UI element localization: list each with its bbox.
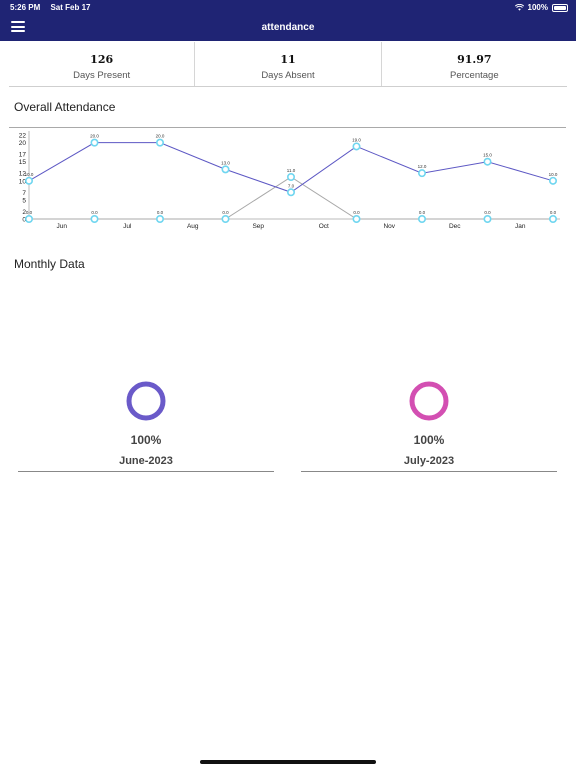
x-tick-label: Nov — [383, 223, 395, 230]
x-tick-label: Jul — [123, 223, 132, 230]
donut-chart-july — [409, 381, 449, 421]
overall-attendance-heading: Overall Attendance — [14, 100, 116, 114]
data-point — [548, 215, 557, 224]
data-point — [483, 157, 492, 166]
data-point — [90, 215, 99, 224]
data-label: 11.0 — [287, 168, 296, 173]
data-label: 0.0 — [157, 210, 164, 215]
y-tick-label: 22 — [19, 133, 27, 140]
data-point — [352, 142, 361, 151]
data-label: 0.0 — [353, 210, 360, 215]
y-tick-label: 0 — [22, 217, 26, 224]
data-point — [548, 176, 557, 185]
stat-value: 126 — [90, 53, 114, 66]
data-label: 0.0 — [484, 210, 491, 215]
stat-days-present: 126 Days Present — [9, 42, 196, 86]
data-label: 0.0 — [550, 210, 557, 215]
y-tick-label: 15 — [19, 159, 27, 166]
y-tick-label: 20 — [19, 140, 27, 147]
data-point — [286, 172, 295, 181]
monthly-card-july[interactable]: 100% July-2023 — [301, 380, 557, 472]
stat-label: Percentage — [450, 70, 499, 81]
status-bar-right: 100% — [514, 3, 568, 12]
donut-chart-june — [126, 381, 166, 421]
data-point — [417, 169, 426, 178]
data-label: 13.0 — [221, 160, 230, 165]
x-tick-label: Dec — [449, 223, 461, 230]
y-tick-label: 17 — [19, 152, 27, 159]
stat-label: Days Absent — [261, 70, 315, 81]
y-tick-label: 10 — [19, 178, 27, 185]
stat-label: Days Present — [73, 70, 131, 81]
monthly-card-june[interactable]: 100% June-2023 — [18, 380, 274, 472]
y-tick-label: 5 — [22, 197, 26, 204]
y-tick-label: 7 — [22, 190, 26, 197]
data-label: 0.0 — [26, 210, 33, 215]
section-divider — [9, 127, 566, 128]
status-date: Sat Feb 17 — [50, 3, 91, 12]
data-point — [221, 165, 230, 174]
data-label: 20.0 — [156, 134, 165, 139]
stat-days-absent: 11 Days Absent — [195, 42, 382, 86]
month-percent: 100% — [130, 433, 162, 447]
battery-percent: 100% — [527, 3, 548, 12]
month-percent: 100% — [413, 433, 445, 447]
x-tick-label: Oct — [319, 223, 329, 230]
data-label: 10.0 — [25, 172, 34, 177]
month-label: July-2023 — [403, 455, 455, 467]
x-tick-label: Aug — [187, 223, 199, 230]
x-tick-label: Jun — [57, 223, 68, 230]
data-point — [25, 215, 34, 224]
status-bar-left: 5:26 PM Sat Feb 17 — [10, 3, 98, 12]
data-label: 12.0 — [418, 164, 427, 169]
wifi-icon — [514, 4, 524, 11]
stat-percentage: 91.97 Percentage — [382, 42, 567, 86]
data-label: 10.0 — [549, 172, 558, 177]
card-underline — [18, 471, 274, 472]
page-title: attendance — [261, 22, 315, 33]
stat-value: 11 — [280, 53, 296, 66]
data-label: 19.0 — [352, 137, 361, 142]
data-label: 0.0 — [91, 210, 98, 215]
data-label: 7.0 — [288, 183, 295, 188]
data-point — [221, 215, 230, 224]
stat-value: 91.97 — [457, 53, 492, 66]
data-label: 0.0 — [419, 210, 426, 215]
month-label: June-2023 — [119, 455, 173, 467]
x-tick-label: Jan — [515, 223, 526, 230]
data-point — [483, 215, 492, 224]
battery-icon — [552, 3, 568, 12]
y-tick-label: 12 — [19, 171, 27, 178]
status-time: 5:26 PM — [10, 3, 41, 12]
data-label: 0.0 — [222, 210, 229, 215]
x-tick-label: Sep — [252, 223, 264, 230]
data-label: 15.0 — [483, 153, 492, 158]
summary-stats: 126 Days Present 11 Days Absent 91.97 Pe… — [9, 42, 567, 87]
app-header: 5:26 PM Sat Feb 17 100% attendance — [0, 0, 576, 41]
data-point — [352, 215, 361, 224]
home-indicator[interactable] — [200, 760, 376, 764]
menu-icon[interactable] — [11, 21, 25, 32]
data-point — [25, 176, 34, 185]
data-point — [286, 188, 295, 197]
data-label: 20.0 — [90, 134, 99, 139]
data-point — [156, 138, 165, 147]
data-point — [417, 215, 426, 224]
data-point — [156, 215, 165, 224]
monthly-data-heading: Monthly Data — [14, 257, 85, 271]
data-point — [90, 138, 99, 147]
card-underline — [301, 471, 557, 472]
y-tick-label: 2 — [22, 209, 26, 216]
